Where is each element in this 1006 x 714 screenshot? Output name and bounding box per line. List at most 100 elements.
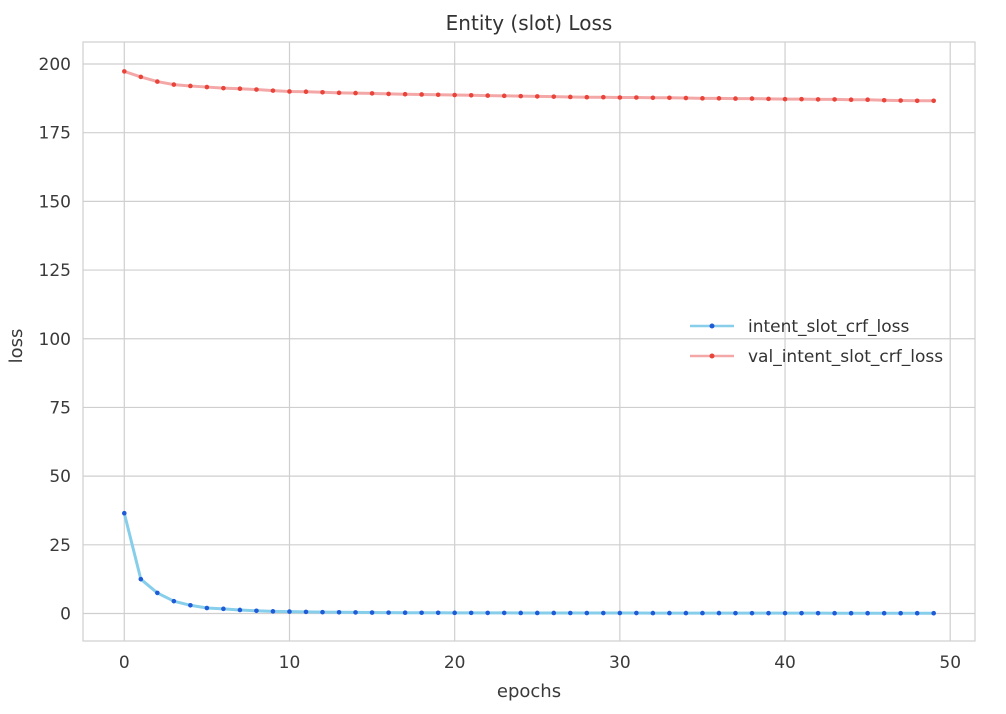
data-point-val-intent-slot-crf-loss-5 (204, 84, 210, 90)
data-point-val-intent-slot-crf-loss-17 (402, 91, 408, 97)
x-tick-40: 40 (774, 653, 796, 673)
data-point-intent-slot-crf-loss-42 (815, 610, 821, 616)
data-point-intent-slot-crf-loss-33 (667, 610, 672, 616)
y-tick-labels: 0 25 50 75 100 125 150 175 200 (39, 55, 71, 625)
data-point-intent-slot-crf-loss-6 (221, 606, 226, 612)
data-point-intent-slot-crf-loss-44 (848, 610, 854, 616)
data-point-intent-slot-crf-loss-38 (749, 610, 755, 616)
data-point-val-intent-slot-crf-loss-22 (485, 93, 491, 98)
data-point-val-intent-slot-crf-loss-39 (766, 96, 771, 102)
legend: intent_slot_crf_loss val_intent_slot_crf… (690, 317, 943, 367)
chart-title: Entity (slot) Loss (446, 11, 613, 35)
y-tick-75: 75 (49, 398, 71, 418)
data-point-val-intent-slot-crf-loss-21 (468, 93, 474, 98)
data-point-intent-slot-crf-loss-39 (766, 610, 771, 616)
data-point-val-intent-slot-crf-loss-35 (700, 96, 705, 101)
data-point-val-intent-slot-crf-loss-38 (749, 96, 755, 101)
data-point-val-intent-slot-crf-loss-18 (419, 92, 424, 97)
data-point-intent-slot-crf-loss-28 (584, 610, 590, 616)
data-point-intent-slot-crf-loss-16 (386, 610, 391, 615)
y-axis-label: loss (6, 329, 27, 364)
data-point-val-intent-slot-crf-loss-13 (336, 90, 342, 96)
series-intent-slot-crf-loss (121, 510, 937, 616)
data-point-intent-slot-crf-loss-26 (551, 610, 557, 616)
data-point-intent-slot-crf-loss-27 (567, 610, 573, 616)
data-point-val-intent-slot-crf-loss-43 (832, 97, 837, 102)
grid (83, 42, 975, 641)
data-point-val-intent-slot-crf-loss-11 (303, 89, 309, 95)
data-point-val-intent-slot-crf-loss-19 (435, 92, 441, 98)
x-tick-labels: 0 10 20 30 40 50 (119, 653, 961, 673)
data-point-val-intent-slot-crf-loss-49 (931, 98, 937, 104)
y-tick-200: 200 (39, 55, 71, 75)
y-tick-150: 150 (39, 192, 71, 212)
data-point-intent-slot-crf-loss-24 (518, 610, 524, 616)
data-point-intent-slot-crf-loss-32 (650, 610, 656, 616)
data-point-intent-slot-crf-loss-18 (419, 610, 424, 616)
data-point-intent-slot-crf-loss-29 (601, 610, 606, 616)
data-point-intent-slot-crf-loss-37 (733, 610, 738, 616)
data-point-intent-slot-crf-loss-45 (865, 610, 870, 616)
data-point-intent-slot-crf-loss-14 (353, 610, 358, 615)
data-point-val-intent-slot-crf-loss-48 (914, 98, 920, 104)
data-point-intent-slot-crf-loss-0 (121, 510, 127, 516)
data-point-intent-slot-crf-loss-36 (716, 610, 722, 616)
data-point-intent-slot-crf-loss-22 (485, 610, 491, 616)
data-point-intent-slot-crf-loss-25 (534, 610, 540, 616)
data-point-val-intent-slot-crf-loss-42 (815, 97, 821, 102)
data-point-intent-slot-crf-loss-48 (914, 610, 920, 616)
data-point-val-intent-slot-crf-loss-27 (567, 94, 573, 100)
series-line-intent-slot-crf-loss (122, 511, 936, 615)
data-point-val-intent-slot-crf-loss-4 (188, 83, 193, 89)
data-point-val-intent-slot-crf-loss-6 (221, 85, 226, 91)
data-point-intent-slot-crf-loss-17 (402, 610, 408, 615)
legend-marker-val-intent-slot-crf-loss (709, 353, 715, 359)
data-point-val-intent-slot-crf-loss-12 (320, 89, 325, 95)
data-point-intent-slot-crf-loss-20 (452, 610, 457, 616)
series-val-intent-slot-crf-loss (121, 69, 937, 104)
x-tick-30: 30 (609, 653, 631, 673)
series-layer (121, 69, 937, 616)
data-point-intent-slot-crf-loss-40 (782, 610, 788, 616)
data-point-intent-slot-crf-loss-2 (155, 590, 160, 596)
y-tick-175: 175 (39, 124, 71, 144)
data-point-intent-slot-crf-loss-31 (634, 610, 639, 616)
data-point-intent-slot-crf-loss-46 (881, 610, 887, 616)
data-point-intent-slot-crf-loss-10 (287, 609, 292, 614)
data-point-val-intent-slot-crf-loss-44 (848, 97, 854, 103)
x-tick-0: 0 (119, 653, 130, 673)
data-point-intent-slot-crf-loss-19 (435, 610, 441, 616)
data-point-val-intent-slot-crf-loss-33 (667, 95, 672, 101)
data-point-val-intent-slot-crf-loss-47 (898, 98, 903, 103)
x-tick-50: 50 (939, 653, 961, 673)
legend-marker-intent-slot-crf-loss (709, 323, 715, 329)
data-point-intent-slot-crf-loss-35 (700, 610, 705, 616)
x-tick-10: 10 (279, 653, 301, 673)
data-point-val-intent-slot-crf-loss-34 (683, 95, 689, 101)
y-tick-0: 0 (60, 605, 71, 625)
data-point-intent-slot-crf-loss-13 (336, 609, 342, 615)
data-point-val-intent-slot-crf-loss-2 (155, 79, 160, 84)
y-tick-100: 100 (39, 330, 71, 350)
data-point-intent-slot-crf-loss-11 (303, 609, 309, 615)
y-tick-125: 125 (39, 261, 71, 281)
data-point-intent-slot-crf-loss-12 (320, 609, 325, 615)
data-point-intent-slot-crf-loss-23 (501, 610, 507, 616)
data-point-intent-slot-crf-loss-5 (204, 605, 210, 611)
data-point-intent-slot-crf-loss-3 (171, 598, 177, 604)
data-point-val-intent-slot-crf-loss-46 (881, 97, 887, 103)
data-point-val-intent-slot-crf-loss-41 (799, 96, 804, 102)
data-point-val-intent-slot-crf-loss-23 (501, 93, 507, 99)
data-point-val-intent-slot-crf-loss-32 (650, 95, 656, 101)
data-point-intent-slot-crf-loss-43 (832, 610, 837, 616)
data-point-val-intent-slot-crf-loss-10 (287, 89, 292, 94)
x-tick-20: 20 (444, 653, 466, 673)
data-point-val-intent-slot-crf-loss-16 (386, 91, 391, 97)
data-point-val-intent-slot-crf-loss-9 (270, 88, 276, 93)
data-point-val-intent-slot-crf-loss-20 (452, 92, 457, 98)
data-point-val-intent-slot-crf-loss-26 (551, 94, 557, 99)
data-point-intent-slot-crf-loss-9 (270, 609, 276, 614)
data-point-intent-slot-crf-loss-34 (683, 610, 689, 616)
data-point-intent-slot-crf-loss-1 (138, 576, 144, 582)
